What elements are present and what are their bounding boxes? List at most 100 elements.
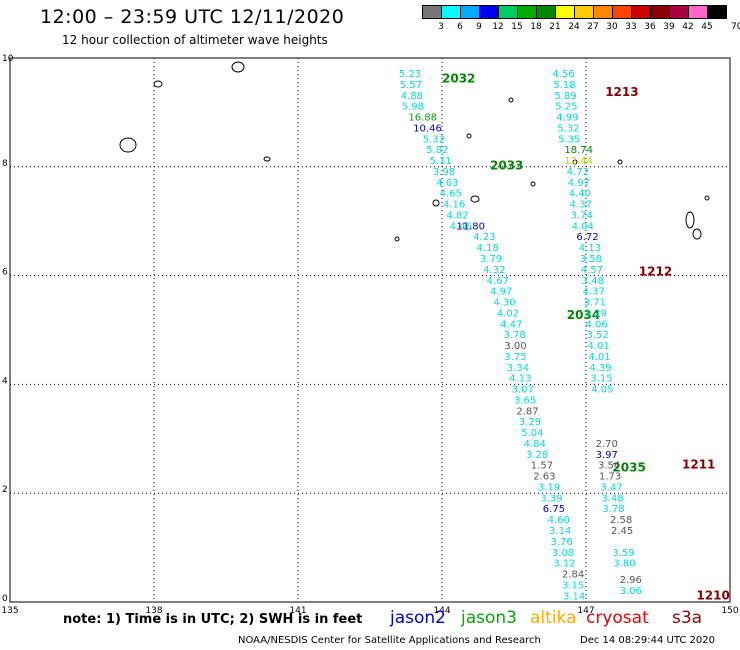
wave-height-value: 4.04 (572, 221, 594, 232)
wave-height-value: 5.18 (553, 80, 575, 91)
wave-height-value: 3.06 (620, 586, 642, 597)
wave-height-value: 4.02 (497, 308, 519, 319)
color-scale-label: 30 (606, 22, 618, 32)
wave-height-value: 4.97 (490, 287, 512, 298)
wave-height-value: 1.57 (531, 461, 553, 472)
wave-height-value: 5.11 (430, 156, 452, 167)
color-scale-label: 24 (568, 22, 580, 32)
wave-height-value: 12.44 (564, 156, 593, 167)
map-frame (9, 57, 731, 603)
wave-height-value: 3.78 (503, 330, 525, 341)
wave-height-value: 4.99 (556, 113, 578, 124)
wave-height-value: 5.35 (558, 134, 580, 145)
wave-height-value: 18.74 (564, 145, 593, 156)
y-tick-label: 2 (2, 485, 8, 495)
color-scale-label: 6 (457, 22, 463, 32)
wave-height-value: 3.34 (507, 363, 529, 374)
wave-height-value: 3.97 (596, 450, 618, 461)
island-outline (263, 156, 271, 162)
x-tick-label: 150 (721, 606, 738, 616)
wave-height-value: 2.84 (562, 570, 584, 581)
wave-height-value: 3.80 (613, 559, 635, 570)
color-scale-label: 70 (ft) (731, 22, 740, 32)
wave-height-value: 3.52 (586, 330, 608, 341)
wave-height-value: 4.16 (443, 200, 465, 211)
wave-height-value: 3.19 (538, 482, 560, 493)
wave-height-value: 3.65 (514, 395, 536, 406)
wave-height-value: 2.63 (533, 472, 555, 483)
wave-height-value: 3.76 (550, 537, 572, 548)
pass-label: 1213 (605, 85, 638, 99)
wave-height-value: 16.88 (408, 113, 437, 124)
wave-height-value: 3.71 (584, 298, 606, 309)
wave-height-value: 3.98 (433, 167, 455, 178)
map-title: 12:00 – 23:59 UTC 12/11/2020 (40, 6, 345, 28)
note-text: note: 1) Time is in UTC; 2) SWH is in fe… (63, 612, 363, 627)
wave-height-value: 3.29 (585, 308, 607, 319)
credit-text: NOAA/NESDIS Center for Satellite Applica… (238, 635, 541, 646)
wave-height-value: 4.39 (589, 363, 611, 374)
y-tick-label: 0 (2, 594, 8, 604)
legend-jason3: jason3 (461, 608, 517, 628)
wave-height-value: 4.18 (477, 243, 499, 254)
island-outline (685, 211, 695, 229)
wave-height-value: 4.88 (401, 91, 423, 102)
color-scale-label: 9 (476, 22, 482, 32)
color-scale-label: 45 (701, 22, 713, 32)
island-outline (704, 195, 710, 201)
wave-height-value: 3.14 (549, 526, 571, 537)
wave-height-value: 6.72 (576, 232, 598, 243)
y-tick-label: 10 (2, 54, 14, 64)
wave-height-value: 5.82 (426, 145, 448, 156)
wave-height-value: 4.13 (579, 243, 601, 254)
wave-height-value: 3.58 (580, 254, 602, 265)
wave-height-value: 3.48 (582, 276, 604, 287)
wave-height-value: 3.79 (480, 254, 502, 265)
wave-height-value: 4.67 (487, 276, 509, 287)
wave-height-value: 2.96 (620, 575, 642, 586)
island-outline (394, 236, 400, 242)
wave-height-value: 4.82 (446, 210, 468, 221)
wave-height-value: 5.89 (554, 91, 576, 102)
island-outline (530, 181, 536, 187)
wave-height-value: 3.15 (590, 374, 612, 385)
legend-s3a: s3a (672, 608, 703, 628)
wave-height-value: 3.74 (571, 210, 593, 221)
color-scale-label: 15 (511, 22, 523, 32)
wave-height-value: 4.37 (570, 200, 592, 211)
wave-height-value: 3.75 (504, 352, 526, 363)
y-tick-label: 4 (2, 376, 8, 386)
wave-height-value: 3.47 (600, 482, 622, 493)
wave-height-value: 3.15 (562, 580, 584, 591)
wave-height-value: 4.01 (588, 352, 610, 363)
wave-height-value: 3.14 (563, 591, 585, 602)
wave-height-value: 4.57 (581, 265, 603, 276)
wave-height-value: 4.60 (548, 515, 570, 526)
island-outline (432, 199, 440, 207)
wave-height-value: 4.37 (583, 287, 605, 298)
wave-height-value: 3.29 (519, 417, 541, 428)
wave-height-value: 4.72 (567, 167, 589, 178)
island-outline (119, 137, 137, 153)
island-outline (466, 133, 472, 139)
color-scale-label: 21 (549, 22, 561, 32)
wave-height-value: 4.47 (500, 319, 522, 330)
pass-label: 2034 (567, 308, 600, 322)
color-scale-label: 39 (663, 22, 675, 32)
wave-height-value: 2.58 (610, 515, 632, 526)
pass-label: 2035 (612, 460, 645, 474)
wave-height-value: 2.45 (611, 526, 633, 537)
wave-height-value: 4.32 (483, 265, 505, 276)
wave-height-value: 2.70 (596, 439, 618, 450)
color-scale-swatch (707, 5, 727, 19)
wave-height-value: 4.40 (569, 189, 591, 200)
x-tick-label: 147 (577, 606, 594, 616)
x-tick-label: 144 (433, 606, 450, 616)
wave-height-value: 4.30 (493, 298, 515, 309)
wave-height-value: 5.32 (423, 134, 445, 145)
wave-height-value: 5.23 (399, 69, 421, 80)
pass-label: 1212 (639, 265, 672, 279)
pass-label: 1210 (696, 588, 729, 602)
wave-height-value: 3.39 (540, 493, 562, 504)
